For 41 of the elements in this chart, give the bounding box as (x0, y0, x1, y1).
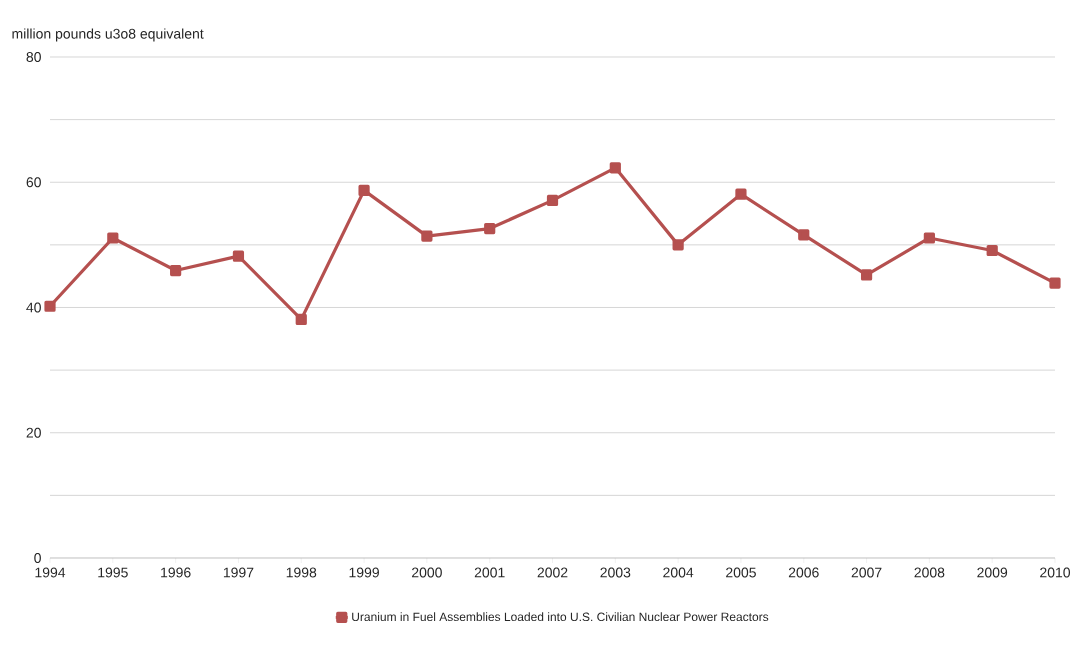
point (358, 184, 370, 196)
point (672, 239, 684, 251)
point (232, 250, 245, 262)
point (295, 313, 307, 325)
y-tick-label: 60 (26, 177, 41, 188)
point (107, 232, 119, 244)
x-tick-label: 2001 (474, 567, 505, 578)
x-tick-label: 1998 (286, 567, 317, 578)
point (484, 222, 496, 235)
point (923, 232, 935, 244)
x-tick-label: 2008 (914, 567, 945, 578)
x-tick-label: 1999 (349, 567, 379, 578)
y-tick-label: 0 (34, 553, 41, 563)
point (44, 300, 56, 312)
x-tick-label: 1995 (98, 567, 128, 578)
x-tick-label: 2000 (412, 567, 442, 578)
x-tick-label: 2002 (537, 567, 568, 578)
y-tick-label: 20 (26, 427, 41, 438)
y-axis-title: million pounds u3o8 equivalent (12, 28, 204, 42)
y-tick-label: 80 (26, 52, 41, 62)
point (798, 229, 810, 241)
point (609, 162, 621, 174)
point (1049, 277, 1061, 289)
point (860, 269, 873, 281)
point (421, 230, 433, 242)
x-tick-label: 2003 (600, 567, 631, 578)
x-tick-label: 2005 (726, 567, 756, 578)
x-tick-label: 2007 (851, 567, 882, 578)
x-tick-label: 1997 (223, 567, 254, 578)
x-tick-label: 1994 (35, 567, 66, 578)
x-tick-label: 1996 (161, 567, 191, 578)
y-tick-label: 40 (26, 302, 41, 313)
x-tick-label: 2009 (977, 567, 1008, 578)
point (986, 244, 998, 257)
x-tick-label: 2004 (663, 567, 694, 578)
x-tick-label: 2006 (788, 567, 819, 578)
legend-label: Uranium in Fuel Assemblies Loaded into U.S. Civilian Nuclear Power Reactors (352, 612, 769, 622)
x-tick-label: 2010 (1040, 567, 1071, 578)
point (735, 188, 747, 200)
point (546, 194, 559, 206)
point (170, 264, 182, 277)
